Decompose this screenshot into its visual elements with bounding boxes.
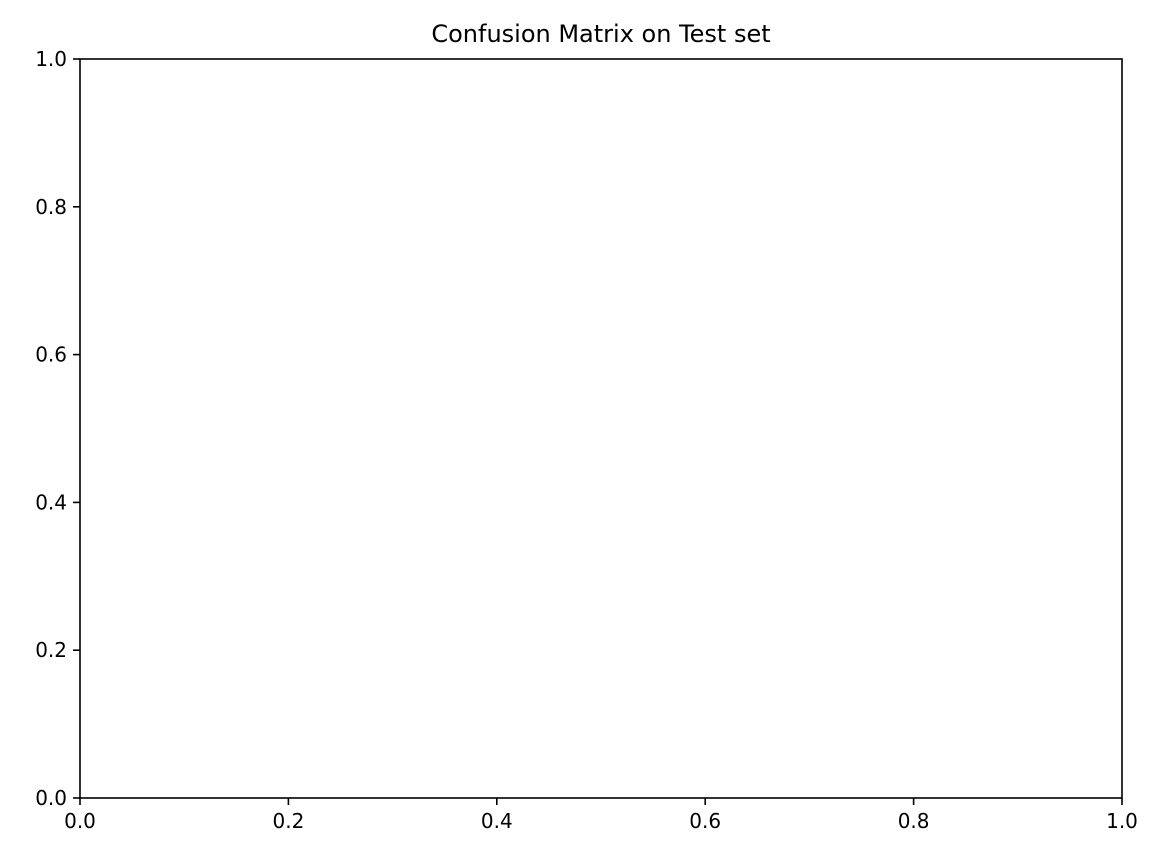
y-tick-label: 1.0 — [35, 47, 67, 71]
x-tick-label: 0.6 — [689, 809, 721, 833]
y-tick-label: 0.0 — [35, 786, 67, 810]
x-tick-label: 0.4 — [481, 809, 513, 833]
chart-title: Confusion Matrix on Test set — [431, 20, 770, 48]
x-tick-label: 1.0 — [1106, 809, 1138, 833]
plot-area-frame — [79, 58, 1123, 799]
y-tick-label: 0.8 — [35, 195, 67, 219]
y-tick-label: 0.6 — [35, 343, 67, 367]
x-tick-label: 0.2 — [272, 809, 304, 833]
y-axis: 0.0 0.2 0.4 0.6 0.8 1.0 — [35, 47, 80, 810]
y-tick-label: 0.4 — [35, 490, 67, 514]
x-tick-label: 0.8 — [898, 809, 930, 833]
x-tick-label: 0.0 — [64, 809, 96, 833]
y-tick-label: 0.2 — [35, 638, 67, 662]
x-axis: 0.0 0.2 0.4 0.6 0.8 1.0 — [64, 798, 1138, 833]
